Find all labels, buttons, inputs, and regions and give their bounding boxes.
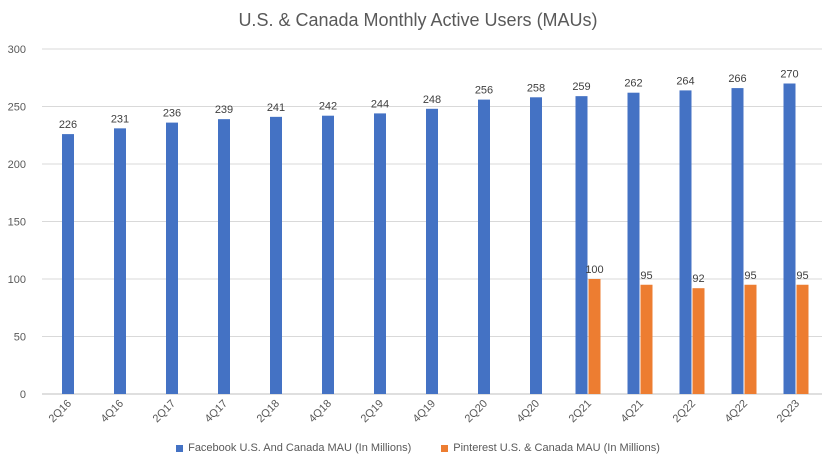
data-label: 92 xyxy=(692,273,704,285)
bar-facebook xyxy=(575,96,588,395)
x-tick-label: 4Q18 xyxy=(307,398,335,426)
x-tick-label: 2Q20 xyxy=(463,398,491,426)
bar-facebook xyxy=(627,92,640,394)
data-label: 231 xyxy=(111,113,129,125)
data-label: 242 xyxy=(319,101,337,113)
bar-facebook xyxy=(166,122,178,394)
bar-pinterest xyxy=(588,279,601,394)
data-label: 244 xyxy=(371,98,389,110)
bar-facebook xyxy=(679,90,692,395)
x-tick-label: 4Q19 xyxy=(411,398,439,426)
y-tick-label: 100 xyxy=(8,274,26,286)
bar-facebook xyxy=(731,88,744,394)
data-label: 241 xyxy=(267,102,285,114)
x-tick-label: 2Q19 xyxy=(359,398,387,426)
x-tick-label: 4Q21 xyxy=(619,398,647,426)
data-label: 226 xyxy=(59,119,77,131)
x-tick-label: 2Q18 xyxy=(255,398,283,426)
x-tick-label: 2Q16 xyxy=(47,398,75,426)
x-tick-label: 4Q16 xyxy=(99,398,127,426)
data-label: 262 xyxy=(624,78,642,90)
x-tick-label: 4Q20 xyxy=(515,398,543,426)
chart-title: U.S. & Canada Monthly Active Users (MAUs… xyxy=(238,10,598,30)
data-label: 95 xyxy=(640,270,652,282)
bar-facebook xyxy=(374,113,386,395)
y-tick-label: 150 xyxy=(8,217,26,229)
x-tick-label: 2Q17 xyxy=(151,398,179,426)
legend-label-pinterest: Pinterest U.S. & Canada MAU (In Millions… xyxy=(453,442,660,454)
x-tick-label: 2Q21 xyxy=(567,398,595,426)
x-tick-label: 2Q23 xyxy=(775,398,803,426)
data-label: 95 xyxy=(744,270,756,282)
data-label: 266 xyxy=(728,73,746,85)
y-tick-label: 50 xyxy=(14,332,26,344)
data-label: 239 xyxy=(215,104,233,116)
data-label: 95 xyxy=(796,270,808,282)
bar-facebook xyxy=(62,134,74,394)
data-label: 236 xyxy=(163,108,181,120)
y-tick-label: 300 xyxy=(8,44,26,56)
legend-label-facebook: Facebook U.S. And Canada MAU (In Million… xyxy=(188,442,412,454)
bar-pinterest xyxy=(796,284,809,394)
bar-facebook xyxy=(218,119,230,395)
data-label: 256 xyxy=(475,85,493,97)
bar-pinterest xyxy=(744,284,757,394)
data-label: 100 xyxy=(585,264,603,276)
legend-item-pinterest: Pinterest U.S. & Canada MAU (In Millions… xyxy=(441,442,660,454)
bar-facebook xyxy=(530,97,542,395)
bar-facebook xyxy=(426,108,438,395)
bar-facebook xyxy=(478,99,490,394)
data-label: 248 xyxy=(423,94,441,106)
legend-swatch-pinterest xyxy=(441,444,449,452)
x-tick-label: 2Q22 xyxy=(671,398,699,426)
data-label: 258 xyxy=(527,82,545,94)
y-tick-label: 250 xyxy=(8,102,26,114)
x-tick-label: 4Q22 xyxy=(723,398,751,426)
legend-item-facebook: Facebook U.S. And Canada MAU (In Million… xyxy=(176,442,411,454)
bar-facebook xyxy=(322,115,334,394)
bar-pinterest xyxy=(692,288,705,394)
x-tick-label: 4Q17 xyxy=(203,398,231,426)
legend-swatch-facebook xyxy=(176,444,184,452)
bar-pinterest xyxy=(640,284,653,394)
legend: Facebook U.S. And Canada MAU (In Million… xyxy=(0,442,836,454)
bar-facebook xyxy=(270,116,282,394)
y-tick-label: 200 xyxy=(8,159,26,171)
data-label: 264 xyxy=(676,75,694,87)
data-label: 270 xyxy=(780,69,798,81)
data-label: 259 xyxy=(572,81,590,93)
bar-facebook xyxy=(783,83,796,394)
bar-facebook xyxy=(114,128,126,394)
y-tick-label: 0 xyxy=(20,389,26,401)
